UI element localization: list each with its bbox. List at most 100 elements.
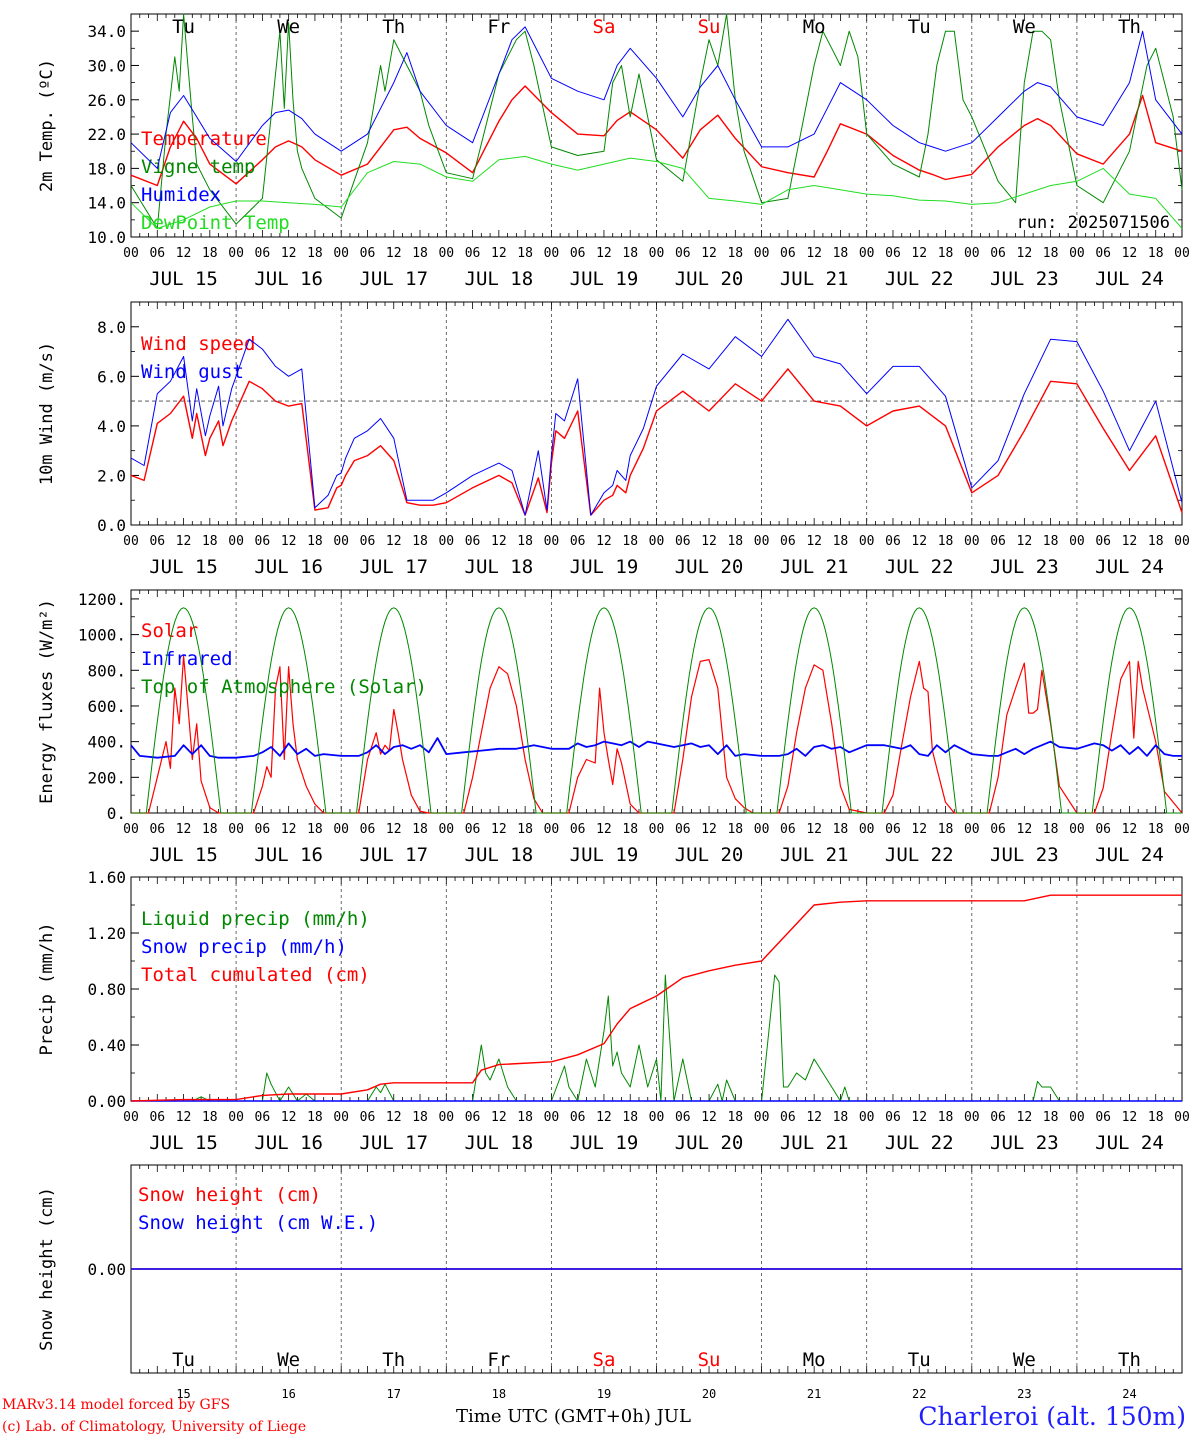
hour-label: 06 <box>990 1110 1006 1125</box>
hour-label: 12 <box>701 822 717 837</box>
hour-label: 12 <box>281 1110 297 1125</box>
date-label: JUL 24 <box>1095 1132 1164 1154</box>
hour-label: 18 <box>202 1110 218 1125</box>
hour-label: 06 <box>780 822 796 837</box>
hour-label: 00 <box>123 1110 139 1125</box>
hour-label: 18 <box>1148 1110 1164 1125</box>
hour-label: 12 <box>596 246 612 261</box>
series-line-4 <box>130 155 1183 229</box>
hour-label: 18 <box>517 246 533 261</box>
weekday-label: Th <box>382 16 405 38</box>
y-tick-label: 1.20 <box>87 924 126 943</box>
date-label: JUL 18 <box>465 556 534 578</box>
y-axis-title: 2m Temp. (ºC) <box>37 59 57 192</box>
hour-label: 12 <box>701 534 717 549</box>
y-axis-title: Energy fluxes (W/m²) <box>37 599 57 804</box>
hour-label: 00 <box>754 822 770 837</box>
day-number-label: 23 <box>1017 1387 1031 1401</box>
date-label: JUL 19 <box>570 268 639 290</box>
weekday-label: We <box>277 16 300 38</box>
hour-label: 18 <box>1043 822 1059 837</box>
hour-label: 12 <box>806 246 822 261</box>
hour-label: 12 <box>281 246 297 261</box>
hour-label: 06 <box>1095 246 1111 261</box>
date-label: JUL 21 <box>780 268 849 290</box>
legend-entry: Temperature <box>141 128 267 150</box>
hour-label: 06 <box>149 534 165 549</box>
hour-label: 00 <box>1174 534 1190 549</box>
date-label: JUL 22 <box>885 268 954 290</box>
y-tick-label: 0.80 <box>87 980 126 999</box>
hour-label: 18 <box>938 246 954 261</box>
hour-label: 12 <box>386 1110 402 1125</box>
y-tick-label: 0.00 <box>87 1092 126 1111</box>
hour-label: 06 <box>255 1110 271 1125</box>
hour-label: 12 <box>281 822 297 837</box>
date-label: JUL 21 <box>780 844 849 866</box>
date-label: JUL 21 <box>780 1132 849 1154</box>
hour-label: 12 <box>806 534 822 549</box>
hour-label: 00 <box>859 1110 875 1125</box>
panel-5: 0.00 Snow height (cm) Snow height (cm) Snow… <box>37 1164 1183 1401</box>
hour-label: 00 <box>544 822 560 837</box>
legend-entry: Total cumulated (cm) <box>141 964 370 986</box>
hour-label: 00 <box>438 246 454 261</box>
hour-label: 18 <box>727 246 743 261</box>
hour-label: 00 <box>649 534 665 549</box>
series-line-3 <box>130 26 1183 169</box>
hour-label: 12 <box>806 822 822 837</box>
hour-label: 06 <box>149 822 165 837</box>
date-label: JUL 17 <box>359 844 428 866</box>
hour-label: 18 <box>727 1110 743 1125</box>
date-label: JUL 16 <box>254 1132 323 1154</box>
hour-label: 06 <box>990 534 1006 549</box>
y-tick-label: 0.0 <box>97 516 126 535</box>
date-label: JUL 23 <box>990 268 1059 290</box>
hour-label: 12 <box>1122 246 1138 261</box>
hour-label: 06 <box>1095 534 1111 549</box>
hour-label: 18 <box>307 246 323 261</box>
hour-label: 06 <box>360 822 376 837</box>
hour-label: 18 <box>1043 246 1059 261</box>
hour-label: 12 <box>176 246 192 261</box>
date-label: JUL 19 <box>570 844 639 866</box>
y-tick-label: 2.0 <box>97 466 126 485</box>
hour-label: 18 <box>412 822 428 837</box>
legend-entry: Solar <box>141 620 198 642</box>
hour-label: 18 <box>622 822 638 837</box>
hour-label: 12 <box>701 246 717 261</box>
hour-label: 00 <box>123 246 139 261</box>
series-line-1 <box>130 85 1183 187</box>
hour-label: 06 <box>885 822 901 837</box>
weekday-label: Mo <box>803 1349 826 1371</box>
hour-label: 06 <box>780 1110 796 1125</box>
hour-label: 00 <box>649 246 665 261</box>
hour-label: 18 <box>833 822 849 837</box>
date-label: JUL 15 <box>149 556 218 578</box>
hour-label: 00 <box>964 822 980 837</box>
date-label: JUL 20 <box>675 1132 744 1154</box>
series-line-3 <box>131 607 1182 814</box>
date-label: JUL 15 <box>149 844 218 866</box>
hour-label: 12 <box>1017 1110 1033 1125</box>
hour-label: 06 <box>465 246 481 261</box>
hour-label: 06 <box>675 822 691 837</box>
hour-label: 06 <box>990 246 1006 261</box>
y-tick-label: 0.00 <box>87 1260 126 1279</box>
y-axis-title: Precip (mm/h) <box>37 922 57 1055</box>
hour-label: 00 <box>228 822 244 837</box>
hour-label: 12 <box>386 822 402 837</box>
hour-label: 18 <box>307 1110 323 1125</box>
weekday-label: Th <box>382 1349 405 1371</box>
date-label: JUL 16 <box>254 268 323 290</box>
series-line-1 <box>131 655 1183 814</box>
y-tick-label: 800. <box>87 661 126 680</box>
hour-label: 12 <box>176 1110 192 1125</box>
y-tick-label: 30.0 <box>87 56 126 75</box>
legend-entry: Snow height (cm) <box>138 1184 321 1206</box>
hour-label: 06 <box>675 1110 691 1125</box>
y-tick-label: 4.0 <box>97 417 126 436</box>
date-label: JUL 23 <box>990 556 1059 578</box>
hour-label: 00 <box>649 822 665 837</box>
date-label: JUL 22 <box>885 1132 954 1154</box>
